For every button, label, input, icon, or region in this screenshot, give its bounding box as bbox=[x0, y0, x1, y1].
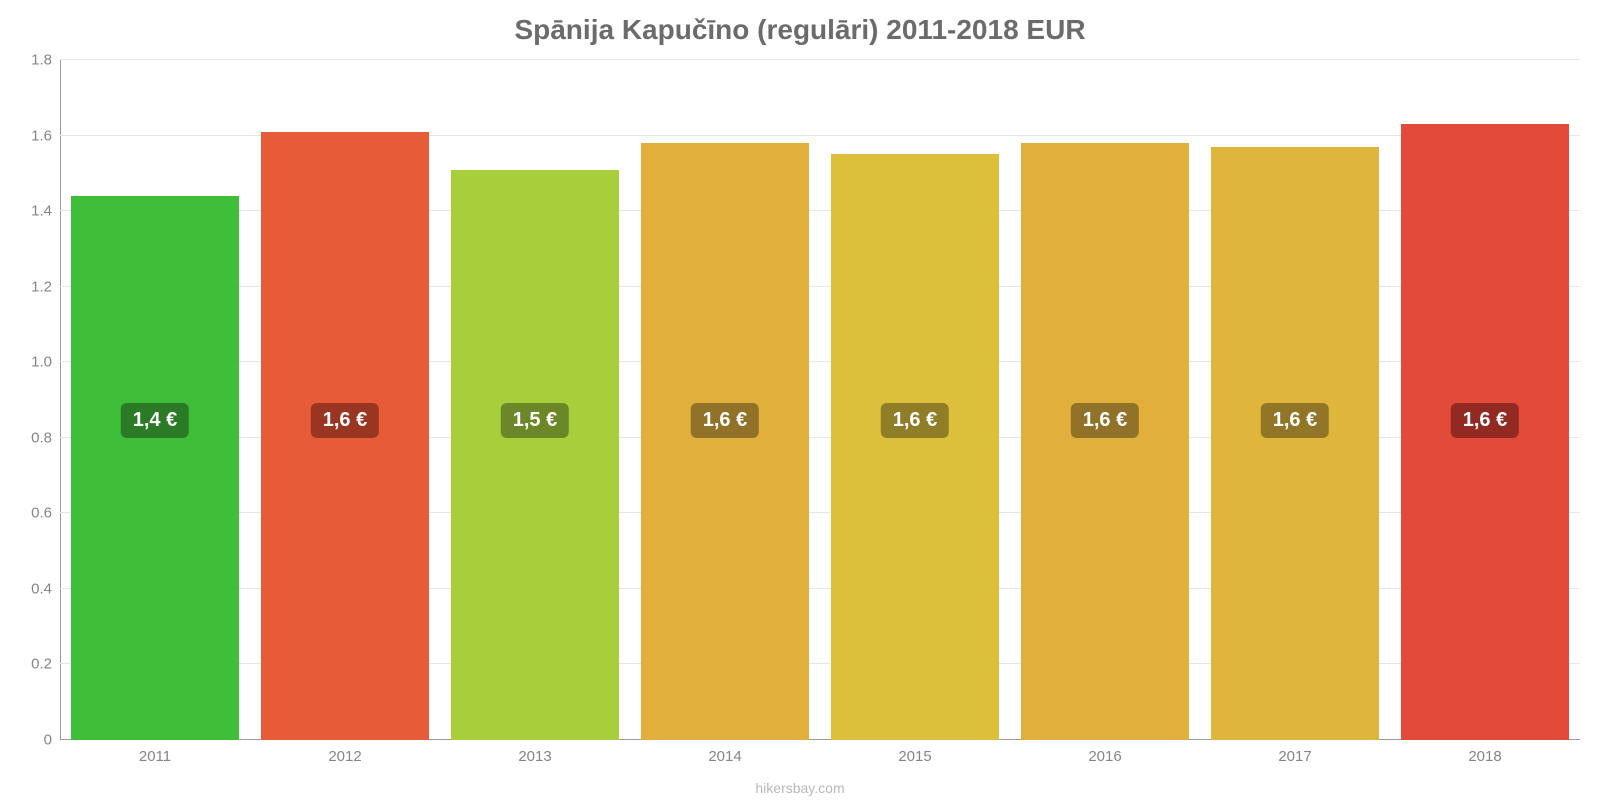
x-tick-label: 2012 bbox=[328, 748, 361, 765]
value-badge: 1,6 € bbox=[691, 403, 759, 438]
y-tick-label: 1.2 bbox=[31, 278, 52, 295]
bar-slot: 1,6 € bbox=[1021, 60, 1188, 740]
y-tick-label: 0.4 bbox=[31, 580, 52, 597]
x-tick-label: 2015 bbox=[898, 748, 931, 765]
value-badge: 1,6 € bbox=[311, 403, 379, 438]
x-tick-label: 2016 bbox=[1088, 748, 1121, 765]
value-badge: 1,6 € bbox=[1071, 403, 1139, 438]
watermark: hikersbay.com bbox=[0, 780, 1600, 796]
y-tick-label: 1.6 bbox=[31, 127, 52, 144]
y-tick-label: 1.4 bbox=[31, 203, 52, 220]
x-tick-label: 2018 bbox=[1468, 748, 1501, 765]
bar-slot: 1,4 € bbox=[71, 60, 238, 740]
y-tick-label: 0 bbox=[44, 732, 52, 749]
y-tick-label: 1.0 bbox=[31, 354, 52, 371]
bar-slot: 1,6 € bbox=[1401, 60, 1568, 740]
bar bbox=[451, 170, 618, 740]
value-badge: 1,6 € bbox=[881, 403, 949, 438]
bar bbox=[831, 154, 998, 740]
value-badge: 1,6 € bbox=[1261, 403, 1329, 438]
y-tick-label: 1.8 bbox=[31, 52, 52, 69]
value-badge: 1,6 € bbox=[1451, 403, 1519, 438]
value-badge: 1,5 € bbox=[501, 403, 569, 438]
y-tick-label: 0.8 bbox=[31, 429, 52, 446]
x-tick-label: 2014 bbox=[708, 748, 741, 765]
plot-area: 00.20.40.60.81.01.21.41.61.820111,4 €201… bbox=[60, 60, 1580, 740]
value-badge: 1,4 € bbox=[121, 403, 189, 438]
x-tick-label: 2013 bbox=[518, 748, 551, 765]
bar bbox=[1021, 143, 1188, 740]
x-tick-label: 2011 bbox=[139, 748, 171, 765]
y-tick-label: 0.6 bbox=[31, 505, 52, 522]
y-tick-label: 0.2 bbox=[31, 656, 52, 673]
chart-container: Spānija Kapučīno (regulāri) 2011-2018 EU… bbox=[0, 0, 1600, 800]
bar-slot: 1,6 € bbox=[831, 60, 998, 740]
bar bbox=[1211, 147, 1378, 740]
bar-slot: 1,5 € bbox=[451, 60, 618, 740]
bar-slot: 1,6 € bbox=[1211, 60, 1378, 740]
bar bbox=[641, 143, 808, 740]
bar-slot: 1,6 € bbox=[261, 60, 428, 740]
bar-slot: 1,6 € bbox=[641, 60, 808, 740]
y-axis-line bbox=[60, 60, 61, 740]
bar bbox=[71, 196, 238, 740]
chart-title: Spānija Kapučīno (regulāri) 2011-2018 EU… bbox=[0, 14, 1600, 46]
x-tick-label: 2017 bbox=[1278, 748, 1311, 765]
